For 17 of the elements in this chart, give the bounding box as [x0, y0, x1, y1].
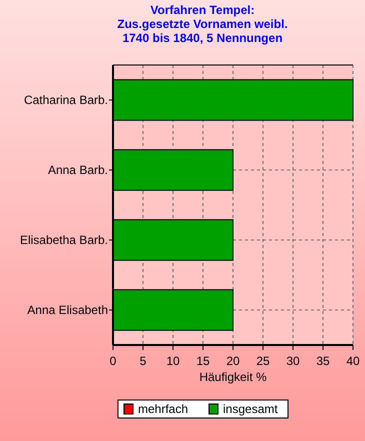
x-tick-label: 0	[110, 354, 117, 368]
y-tick-label: Elisabetha Barb.	[20, 233, 108, 248]
x-tick-label: 20	[226, 354, 240, 368]
x-tick-label: 15	[196, 354, 210, 368]
x-tick-label: 25	[256, 354, 270, 368]
y-tick-label: Anna Barb.	[48, 163, 108, 178]
legend-label: insgesamt	[223, 402, 278, 416]
x-tick-label: 30	[286, 354, 300, 368]
x-tick-label: 10	[166, 354, 180, 368]
y-tick-label: Anna Elisabeth	[27, 303, 108, 318]
y-tick-label: Catharina Barb.	[24, 93, 108, 108]
x-axis-title: Häufigkeit %	[199, 370, 268, 384]
x-tick-label: 35	[316, 354, 330, 368]
x-tick-label: 40	[346, 354, 360, 368]
chart-title: Vorfahren Tempel: Zus.gesetzte Vornamen weibl. 1740 bis 1840, 5 Nennungen	[117, 3, 288, 45]
x-tick-label: 5	[140, 354, 147, 368]
legend-label: mehrfach	[138, 402, 188, 416]
